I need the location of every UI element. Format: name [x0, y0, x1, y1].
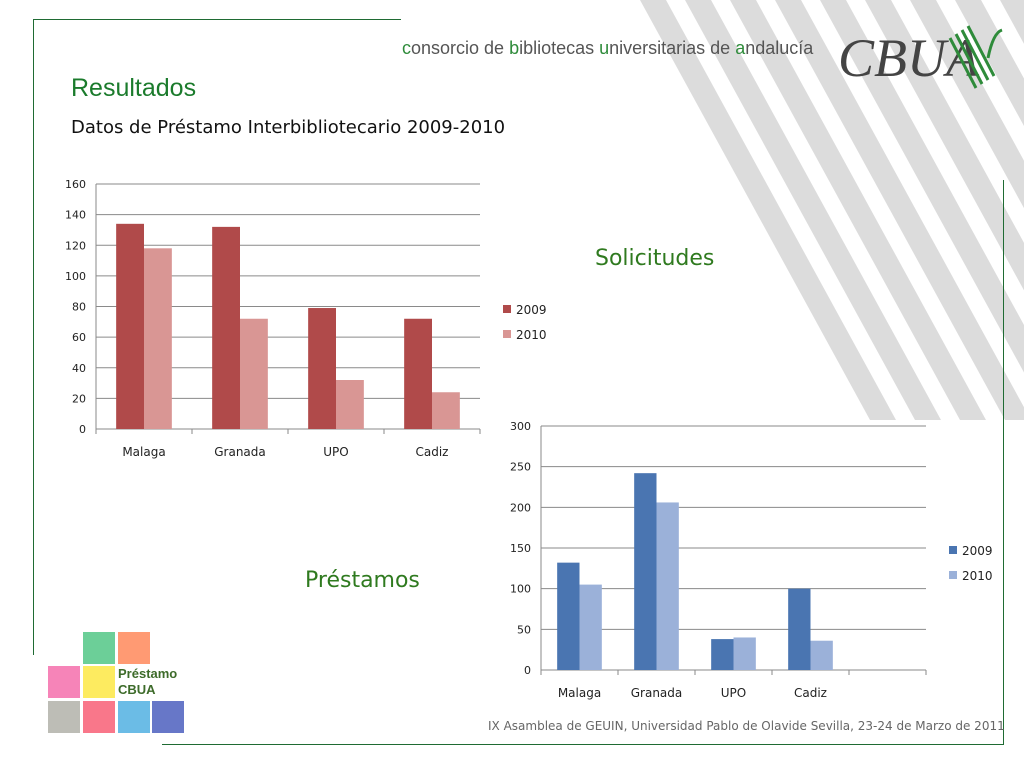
- bar-2009-Granada: [634, 473, 657, 670]
- background-stripe: [820, 0, 1024, 373]
- background-stripe: [910, 0, 1024, 209]
- background-stripe: [730, 0, 986, 420]
- x-tick-label: Malaga: [558, 686, 601, 700]
- legend-label-2010: 2010: [962, 569, 993, 583]
- consortium-name-part: niversitarias de: [609, 38, 736, 58]
- x-tick-label: Granada: [631, 686, 683, 700]
- y-tick-label: 120: [65, 239, 86, 252]
- y-tick-label: 40: [72, 362, 86, 375]
- bar-2010-UPO: [733, 637, 756, 670]
- background-stripe: [865, 0, 1024, 291]
- y-tick-label: 100: [65, 270, 86, 283]
- y-tick-label: 100: [510, 583, 531, 596]
- legend-swatch-2010: [503, 330, 511, 338]
- badge-square: [48, 701, 80, 733]
- bar-2009-Cadiz: [788, 588, 811, 670]
- bar-2009-Malaga: [557, 562, 580, 670]
- y-tick-label: 80: [72, 301, 86, 314]
- label-solicitudes: Solicitudes: [595, 246, 715, 271]
- x-tick-label: Cadiz: [794, 686, 827, 700]
- chart-prestamos-svg: 0 50 100 150 200 250 300 Malaga Granada UPO Cadiz 2…: [510, 420, 993, 700]
- bar-2010-Cadiz: [810, 640, 833, 670]
- x-tick-label: Malaga: [122, 445, 165, 459]
- consortium-name-part: ndalucía: [745, 38, 814, 58]
- consortium-name-part: onsorcio de: [411, 38, 510, 58]
- legend-label-2009: 2009: [516, 303, 547, 317]
- background-stripe: [1000, 0, 1024, 44]
- badge-square: [83, 701, 115, 733]
- y-tick-label: 20: [72, 392, 86, 405]
- bar-2010-Malaga: [579, 584, 602, 670]
- bar-2009-UPO: [308, 308, 336, 429]
- badge-line-2: CBUA: [118, 682, 156, 697]
- badge-square: [118, 701, 150, 733]
- cbua-logo-text: CBUA: [838, 28, 980, 88]
- legend-swatch-2010: [949, 571, 957, 579]
- footer-text: IX Asamblea de GEUIN, Universidad Pablo …: [488, 719, 1005, 733]
- bar-2009-Granada: [212, 226, 240, 429]
- background-stripe: [775, 0, 1024, 420]
- y-tick-label: 0: [79, 423, 86, 436]
- legend-label-2010: 2010: [516, 328, 547, 342]
- chart-solicitudes: 0 20 40 60 80 100 120 140 160 Malaga Granada UPO Cad…: [40, 170, 580, 474]
- x-tick-label: UPO: [721, 686, 746, 700]
- consortium-name: consorcio de bibliotecas universitarias …: [402, 38, 813, 59]
- cbua-logo: CBUA: [838, 25, 1003, 89]
- frame-right-line: [1003, 180, 1004, 745]
- frame-left-line: [33, 19, 34, 655]
- bar-2010-Granada: [656, 502, 679, 670]
- bar-2010-Granada: [240, 318, 268, 429]
- chart-solicitudes-svg: 0 20 40 60 80 100 120 140 160 Malaga Granada UPO Cad…: [65, 178, 547, 459]
- y-tick-label: 160: [65, 178, 86, 191]
- badge-square: [118, 632, 150, 664]
- legend-swatch-2009: [949, 546, 957, 554]
- legend-label-2009: 2009: [962, 544, 993, 558]
- consortium-name-part: ibliotecas: [519, 38, 600, 58]
- x-tick-label: Cadiz: [416, 445, 449, 459]
- badge-square: [83, 666, 115, 698]
- consortium-name-part: u: [599, 38, 610, 58]
- consortium-name-part: c: [402, 38, 411, 58]
- legend-swatch-2009: [503, 305, 511, 313]
- frame-top-line: [33, 19, 401, 20]
- badge-square: [83, 632, 115, 664]
- consortium-name-part: b: [509, 38, 520, 58]
- frame-bottom-line: [162, 744, 1004, 745]
- bar-2010-Malaga: [144, 248, 172, 429]
- badge-line-1: Préstamo: [118, 666, 178, 681]
- y-tick-label: 300: [510, 420, 531, 433]
- y-tick-label: 60: [72, 331, 86, 344]
- x-tick-label: Granada: [214, 445, 266, 459]
- chart-prestamos: 0 50 100 150 200 250 300 Malaga Granada UPO Cadiz 2…: [480, 410, 1020, 714]
- bar-2010-Cadiz: [432, 392, 460, 429]
- bar-2009-Malaga: [116, 223, 144, 429]
- y-tick-label: 0: [524, 664, 531, 677]
- bar-2010-UPO: [336, 380, 364, 429]
- consortium-name-part: a: [735, 38, 746, 58]
- y-tick-label: 150: [510, 542, 531, 555]
- y-tick-label: 250: [510, 461, 531, 474]
- background-stripe: [640, 0, 896, 420]
- label-prestamos: Préstamos: [305, 568, 420, 593]
- x-tick-label: UPO: [323, 445, 348, 459]
- y-tick-label: 50: [517, 623, 531, 636]
- page-title: Resultados: [71, 74, 197, 102]
- bar-2009-UPO: [711, 639, 734, 670]
- y-tick-label: 200: [510, 501, 531, 514]
- bar-2009-Cadiz: [404, 318, 432, 429]
- background-stripe: [685, 0, 941, 420]
- badge-square: [48, 666, 80, 698]
- y-tick-label: 140: [65, 209, 86, 222]
- badge-square: [152, 701, 184, 733]
- page-subtitle: Datos de Préstamo Interbibliotecario 200…: [71, 117, 506, 138]
